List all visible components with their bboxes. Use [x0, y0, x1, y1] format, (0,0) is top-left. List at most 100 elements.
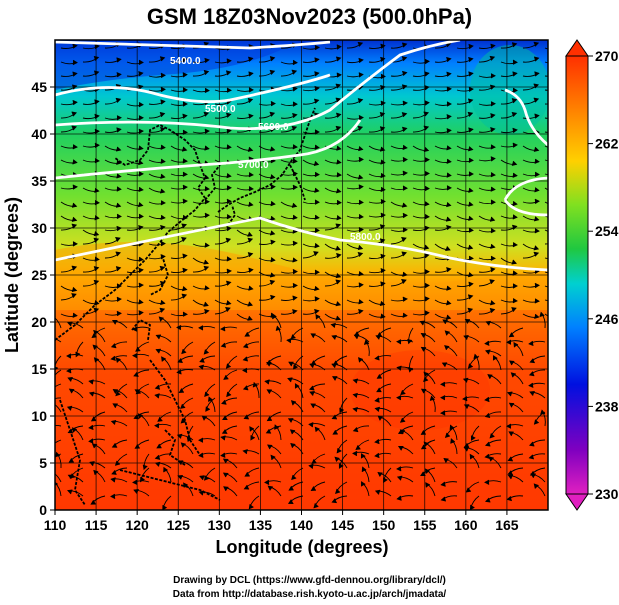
streamline-arrow — [424, 71, 430, 77]
streamline — [55, 317, 62, 329]
streamline-arrow — [424, 310, 430, 316]
streamline-arrow — [292, 282, 298, 289]
streamline-arrow — [529, 391, 535, 396]
streamline-arrow — [490, 267, 496, 273]
streamline-arrow — [420, 430, 426, 435]
streamline-arrow — [116, 127, 122, 133]
streamline-arrow — [291, 69, 298, 75]
streamline-arrow — [203, 265, 210, 271]
streamline-arrow — [154, 454, 161, 460]
y-tick-label: 35 — [31, 173, 47, 189]
streamline-arrow — [446, 86, 452, 92]
streamline-arrow — [154, 393, 160, 399]
streamline-arrow — [155, 348, 161, 354]
streamline-arrow — [352, 406, 358, 413]
streamline-arrow — [420, 388, 427, 394]
streamline-arrow — [357, 251, 364, 257]
streamline-arrow — [374, 406, 380, 412]
streamline-arrow — [424, 58, 430, 65]
streamline-arrow — [225, 237, 232, 243]
streamline-arrow — [182, 57, 188, 63]
streamline-arrow — [380, 268, 386, 274]
streamline-arrow — [160, 224, 166, 231]
streamline-arrow — [401, 237, 407, 242]
streamline-arrow — [446, 224, 452, 231]
streamline-arrow — [533, 245, 540, 251]
streamline-arrow — [557, 157, 561, 161]
streamline-arrow — [441, 362, 448, 368]
streamline-arrow — [112, 403, 118, 409]
contour-label-5600: 5600.0 — [258, 122, 289, 133]
streamline-arrow — [380, 186, 386, 193]
streamline-arrow — [203, 349, 209, 355]
streamline-arrow — [512, 224, 518, 230]
streamline-arrow — [110, 343, 117, 349]
streamline-arrow — [67, 474, 74, 480]
streamline-arrow — [72, 43, 78, 49]
streamline-arrow — [67, 377, 73, 382]
streamline-arrow — [533, 56, 540, 62]
streamline-arrow — [68, 388, 75, 394]
streamline-arrow — [379, 300, 386, 306]
streamline-arrow — [71, 293, 77, 298]
streamline-arrow — [331, 376, 338, 381]
streamline-arrow — [248, 172, 254, 178]
streamline-arrow — [270, 201, 276, 207]
streamline-arrow — [424, 214, 430, 220]
streamline-arrow — [489, 279, 495, 285]
streamline-arrow — [154, 461, 161, 467]
streamline-arrow — [401, 56, 408, 62]
streamline-arrow — [533, 97, 540, 103]
streamline — [55, 383, 62, 388]
streamline-arrow — [294, 383, 300, 389]
streamline-arrow — [534, 158, 540, 164]
streamline-arrow — [510, 372, 517, 378]
streamline-arrow — [485, 349, 491, 355]
streamline — [55, 338, 62, 343]
streamline-arrow — [154, 423, 160, 429]
streamline-arrow — [402, 212, 408, 219]
streamline-arrow — [159, 307, 166, 313]
streamline-arrow — [511, 111, 518, 117]
streamline-arrow — [424, 201, 430, 207]
streamline-arrow — [49, 446, 54, 450]
credit-data: Data from http://database.rish.kyoto-u.a… — [172, 589, 447, 600]
streamline-arrow — [534, 298, 540, 304]
streamline-arrow — [137, 413, 143, 419]
streamline-arrow — [534, 228, 540, 234]
streamline-arrow — [509, 360, 515, 366]
streamline — [55, 355, 62, 368]
streamline-arrow — [160, 173, 166, 179]
streamline-arrow — [45, 426, 49, 430]
streamline-arrow — [314, 129, 320, 135]
streamline-arrow — [402, 156, 408, 163]
streamline-arrow — [557, 128, 561, 132]
streamline-arrow — [440, 496, 447, 502]
streamline-arrow — [205, 406, 211, 412]
streamline-arrow — [420, 444, 427, 450]
streamline-arrow — [226, 280, 232, 286]
streamline-arrow — [489, 433, 495, 439]
streamline-arrow — [156, 443, 162, 449]
streamline-arrow — [138, 102, 144, 108]
streamline-arrow — [94, 200, 100, 206]
streamline-arrow — [155, 334, 162, 340]
streamline-arrow — [93, 307, 100, 313]
streamline-arrow — [93, 55, 100, 61]
streamline-arrow — [242, 367, 248, 374]
streamline-arrow — [485, 497, 491, 503]
streamline-arrow — [181, 146, 188, 152]
streamline-arrow — [93, 70, 100, 76]
streamline-arrow — [94, 99, 100, 105]
streamline-arrow — [138, 282, 144, 288]
streamline-arrow — [400, 390, 406, 396]
streamline-arrow — [402, 170, 408, 176]
streamline-arrow — [292, 240, 298, 246]
streamline-arrow — [375, 334, 381, 340]
streamline-arrow — [71, 286, 78, 292]
streamline-arrow — [71, 111, 77, 117]
streamline-arrow — [335, 223, 341, 229]
streamline-arrow — [335, 315, 341, 321]
x-tick-label: 150 — [372, 517, 396, 533]
streamline-arrow — [116, 225, 122, 232]
